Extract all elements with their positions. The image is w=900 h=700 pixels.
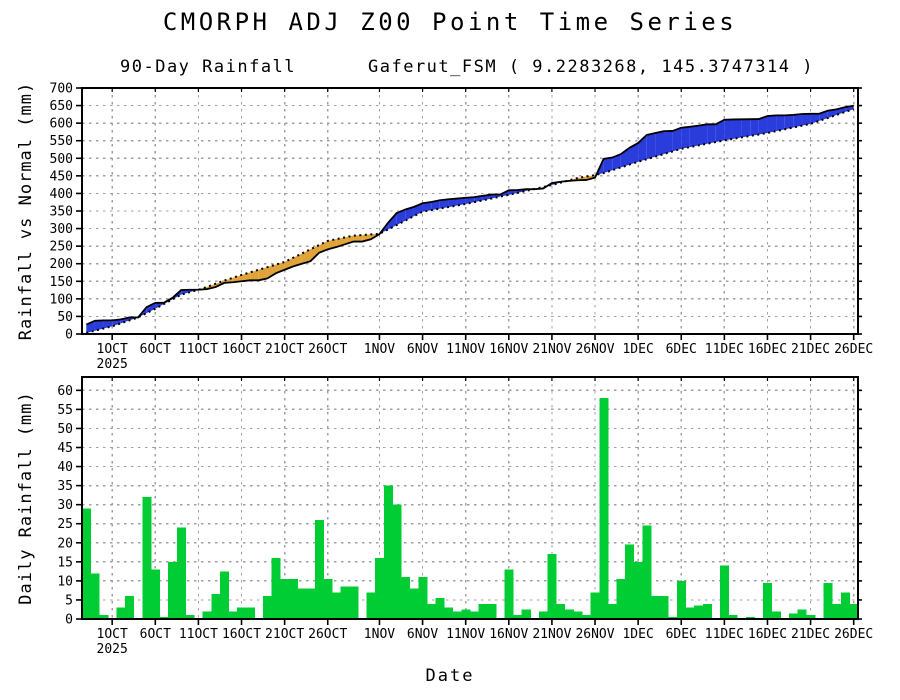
x-axis-title: Date xyxy=(425,666,475,686)
svg-text:26OCT: 26OCT xyxy=(308,342,347,357)
subtitle-station-coords: Gaferut_FSM ( 9.2283268, 145.3747314 ) xyxy=(368,57,814,77)
subtitle-period: 90-Day Rainfall xyxy=(120,57,297,77)
svg-text:6NOV: 6NOV xyxy=(407,342,438,357)
svg-text:11DEC: 11DEC xyxy=(705,342,744,357)
svg-text:6OCT: 6OCT xyxy=(140,627,171,642)
svg-text:0: 0 xyxy=(65,613,73,628)
svg-text:1NOV: 1NOV xyxy=(364,627,395,642)
svg-text:25: 25 xyxy=(57,517,73,532)
svg-text:400: 400 xyxy=(50,187,73,202)
svg-text:1DEC: 1DEC xyxy=(622,342,653,357)
svg-text:1OCT: 1OCT xyxy=(97,342,128,357)
svg-text:10: 10 xyxy=(57,574,73,589)
svg-text:21DEC: 21DEC xyxy=(791,342,830,357)
svg-text:1NOV: 1NOV xyxy=(364,342,395,357)
svg-text:21OCT: 21OCT xyxy=(265,627,304,642)
svg-text:300: 300 xyxy=(50,222,73,237)
svg-text:21OCT: 21OCT xyxy=(265,342,304,357)
svg-text:21NOV: 21NOV xyxy=(532,342,571,357)
svg-text:16DEC: 16DEC xyxy=(748,627,787,642)
svg-text:16OCT: 16OCT xyxy=(222,342,261,357)
svg-text:21NOV: 21NOV xyxy=(532,627,571,642)
svg-text:500: 500 xyxy=(50,152,73,167)
svg-text:700: 700 xyxy=(50,82,73,97)
svg-text:6OCT: 6OCT xyxy=(140,342,171,357)
svg-text:50: 50 xyxy=(57,422,73,437)
svg-text:11NOV: 11NOV xyxy=(446,342,485,357)
svg-text:350: 350 xyxy=(50,205,73,220)
svg-text:11OCT: 11OCT xyxy=(179,627,218,642)
svg-text:5: 5 xyxy=(65,593,73,608)
svg-text:150: 150 xyxy=(50,275,73,290)
svg-text:100: 100 xyxy=(50,292,73,307)
svg-text:6DEC: 6DEC xyxy=(666,627,697,642)
svg-text:1DEC: 1DEC xyxy=(622,627,653,642)
svg-text:16NOV: 16NOV xyxy=(489,342,528,357)
svg-text:11DEC: 11DEC xyxy=(705,627,744,642)
svg-text:26DEC: 26DEC xyxy=(834,627,873,642)
svg-text:600: 600 xyxy=(50,117,73,132)
svg-text:16OCT: 16OCT xyxy=(222,627,261,642)
svg-text:550: 550 xyxy=(50,134,73,149)
svg-text:20: 20 xyxy=(57,536,73,551)
svg-text:15: 15 xyxy=(57,555,73,570)
svg-text:6DEC: 6DEC xyxy=(666,342,697,357)
svg-text:55: 55 xyxy=(57,403,73,418)
svg-text:40: 40 xyxy=(57,460,73,475)
page-title: CMORPH ADJ Z00 Point Time Series xyxy=(162,8,738,36)
svg-text:16NOV: 16NOV xyxy=(489,627,528,642)
svg-text:2025: 2025 xyxy=(97,357,128,372)
svg-text:26NOV: 26NOV xyxy=(575,627,614,642)
svg-text:26NOV: 26NOV xyxy=(575,342,614,357)
svg-text:0: 0 xyxy=(65,328,73,343)
svg-text:50: 50 xyxy=(57,310,73,325)
svg-text:200: 200 xyxy=(50,257,73,272)
svg-text:6NOV: 6NOV xyxy=(407,627,438,642)
svg-text:26DEC: 26DEC xyxy=(834,342,873,357)
svg-text:11NOV: 11NOV xyxy=(446,627,485,642)
svg-text:16DEC: 16DEC xyxy=(748,342,787,357)
svg-text:2025: 2025 xyxy=(97,642,128,657)
svg-text:60: 60 xyxy=(57,384,73,399)
svg-text:650: 650 xyxy=(50,99,73,114)
svg-text:21DEC: 21DEC xyxy=(791,627,830,642)
svg-text:30: 30 xyxy=(57,498,73,513)
svg-text:35: 35 xyxy=(57,479,73,494)
svg-text:45: 45 xyxy=(57,441,73,456)
svg-text:250: 250 xyxy=(50,240,73,255)
svg-text:1OCT: 1OCT xyxy=(97,627,128,642)
svg-text:450: 450 xyxy=(50,169,73,184)
svg-text:11OCT: 11OCT xyxy=(179,342,218,357)
svg-text:26OCT: 26OCT xyxy=(308,627,347,642)
